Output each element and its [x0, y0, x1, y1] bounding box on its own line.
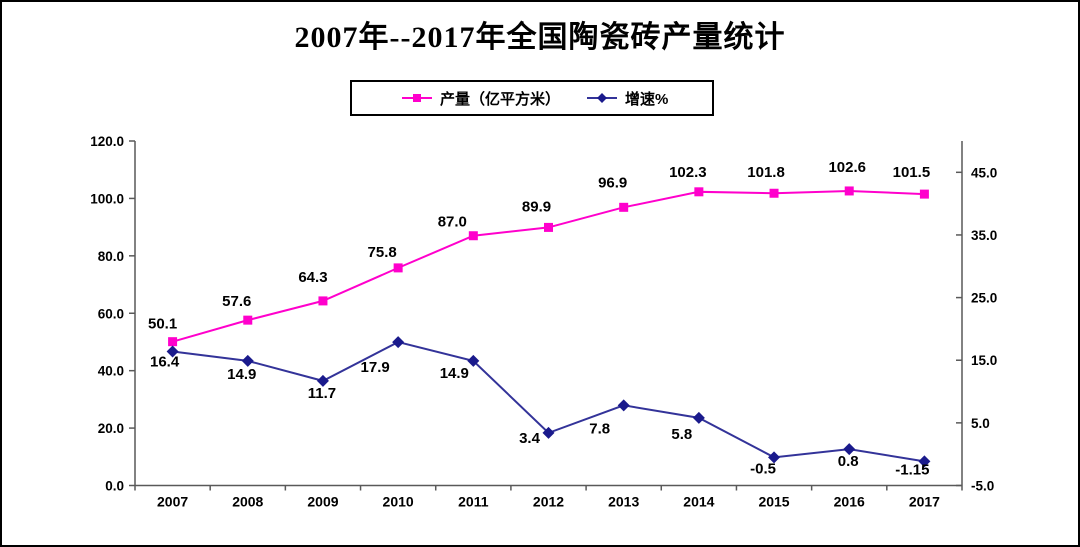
data-point-square [393, 263, 403, 273]
legend-label-production: 产量（亿平方米） [440, 90, 561, 108]
x-axis-category-label: 2008 [232, 494, 263, 510]
data-label: 17.9 [361, 359, 390, 376]
data-label: 64.3 [298, 269, 327, 286]
data-point-square [168, 337, 178, 347]
data-label: 101.5 [893, 164, 931, 181]
data-point-square [318, 296, 328, 306]
left-axis-tick-label: 120.0 [90, 134, 124, 149]
x-axis-category-label: 2014 [683, 494, 714, 510]
production-line-swatch [402, 94, 432, 102]
data-label: 5.8 [671, 426, 692, 443]
data-point-square [769, 188, 779, 198]
x-axis-category-label: 2016 [834, 494, 865, 510]
left-axis-tick-label: 20.0 [98, 421, 124, 436]
data-point-diamond [617, 399, 630, 412]
x-axis-category-label: 2012 [533, 494, 564, 510]
data-point-diamond [166, 345, 179, 358]
data-point-diamond [918, 455, 931, 468]
data-label: 50.1 [148, 316, 177, 333]
x-axis-category-label: 2010 [383, 494, 414, 510]
data-label: 3.4 [519, 430, 541, 447]
data-label: 14.9 [440, 365, 469, 382]
right-axis-tick-label: 15.0 [971, 353, 997, 368]
right-axis-tick-label: 35.0 [971, 228, 997, 243]
data-label: 89.9 [522, 198, 551, 215]
data-point-diamond [692, 411, 705, 424]
series-line-growth [172, 341, 925, 463]
x-axis-category-label: 2007 [157, 494, 188, 510]
legend-label-growth: 增速% [625, 90, 669, 108]
data-point-square [619, 202, 629, 212]
x-axis-category-label: 2017 [909, 494, 940, 510]
data-point-square [544, 222, 553, 232]
data-label: 75.8 [368, 244, 397, 261]
data-label: -1.15 [895, 461, 929, 478]
data-point-square [694, 187, 704, 197]
legend-entry-production: 产量（亿平方米） [402, 82, 560, 114]
data-label: -0.5 [750, 460, 776, 477]
right-axis-tick-label: -5.0 [971, 479, 994, 494]
data-point-diamond [392, 336, 405, 349]
data-point-square [919, 189, 929, 199]
growth-line-swatch [587, 93, 617, 103]
x-axis-category-label: 2011 [458, 494, 489, 510]
data-point-square [844, 186, 854, 196]
square-marker-icon [413, 94, 421, 102]
data-label: 14.9 [227, 366, 256, 383]
data-point-square [468, 231, 478, 241]
data-label: 101.8 [747, 164, 785, 181]
data-label: 57.6 [222, 293, 251, 310]
data-point-diamond [542, 426, 555, 439]
x-axis-category-label: 2013 [608, 494, 639, 510]
data-label: 87.0 [438, 214, 467, 231]
right-axis-tick-label: 25.0 [971, 291, 997, 306]
x-axis-category-label: 2015 [758, 494, 789, 510]
legend: 产量（亿平方米） 增速% [350, 80, 714, 116]
data-label: 102.6 [828, 159, 866, 176]
right-axis-tick-label: 5.0 [971, 416, 990, 431]
data-label: 102.3 [669, 164, 707, 181]
data-label: 0.8 [838, 453, 859, 470]
data-point-diamond [467, 354, 480, 367]
data-label: 96.9 [598, 174, 627, 191]
left-axis-tick-label: 100.0 [90, 191, 124, 206]
legend-entry-growth: 增速% [587, 82, 668, 114]
left-axis-tick-label: 60.0 [98, 306, 124, 321]
data-point-diamond [768, 451, 781, 464]
data-label: 11.7 [308, 385, 336, 402]
data-point-diamond [843, 443, 856, 456]
left-axis-tick-label: 40.0 [98, 364, 124, 379]
left-axis-tick-label: 80.0 [98, 249, 124, 264]
x-axis-category-label: 2009 [307, 494, 338, 510]
chart-title: 2007年--2017年全国陶瓷砖产量统计 [294, 21, 786, 54]
left-axis-tick-label: 0.0 [105, 479, 124, 494]
right-axis-tick-label: 45.0 [971, 165, 997, 180]
data-label: 7.8 [589, 420, 610, 437]
data-point-square [243, 315, 253, 325]
data-point-diamond [316, 374, 329, 387]
data-point-diamond [241, 354, 254, 367]
data-label: 16.4 [150, 353, 180, 370]
